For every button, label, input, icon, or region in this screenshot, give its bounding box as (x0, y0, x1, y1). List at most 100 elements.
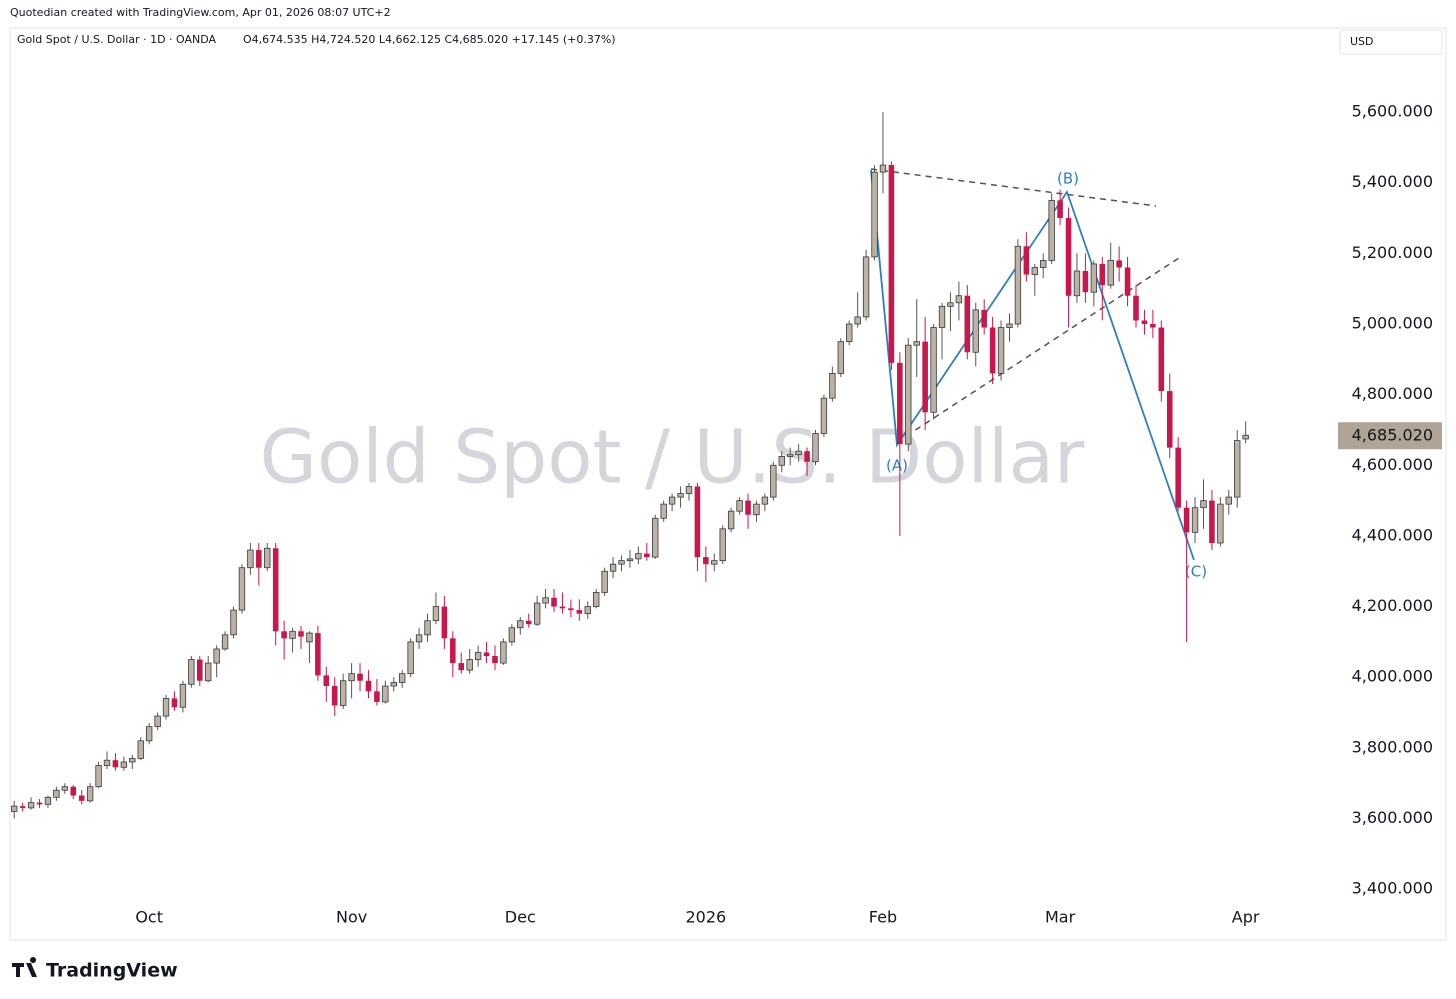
logo-icon (12, 957, 37, 977)
y-tick-label: 4,000.000 (1352, 667, 1433, 686)
candle-body (525, 620, 532, 625)
candle-body (1124, 267, 1131, 296)
candle-body (820, 397, 828, 434)
candle-body (450, 638, 456, 664)
candle-body (753, 503, 760, 516)
candle-body (862, 256, 870, 318)
wave-label: (C) (1185, 563, 1207, 581)
chart-frame (9, 27, 1447, 941)
y-tick-label: 3,400.000 (1352, 879, 1433, 898)
y-tick-label: 3,800.000 (1352, 737, 1433, 756)
candle-body (256, 550, 262, 568)
candle-body (1175, 447, 1181, 508)
candle-body (272, 548, 279, 632)
candle-body (474, 652, 482, 660)
candle-body (770, 464, 777, 498)
candle-body (357, 673, 363, 681)
candle-body (652, 517, 659, 558)
y-tick-label: 5,600.000 (1352, 102, 1433, 121)
candle-body (53, 789, 60, 798)
candle-body (1006, 323, 1013, 328)
candle-body (609, 563, 617, 572)
candle-body (1133, 295, 1139, 321)
candle-body (1166, 391, 1173, 448)
candle-body (804, 451, 810, 462)
ohlc-text: O4,674.535 H4,724.520 L4,662.125 C4,685.… (243, 33, 616, 46)
x-tick-label: 2026 (685, 908, 726, 927)
candle-body (432, 606, 440, 622)
candle-body (120, 761, 128, 768)
candle-body (19, 806, 26, 808)
candle-body (129, 758, 136, 763)
candle-body (213, 648, 220, 664)
candle-body (264, 547, 271, 569)
candle-body (778, 456, 785, 466)
candle-body (162, 698, 170, 717)
candle-body (618, 560, 625, 565)
candle-body (1217, 503, 1224, 544)
candle-body (745, 500, 751, 515)
candle-body (230, 609, 237, 636)
x-tick-label: Nov (336, 908, 367, 927)
brand-logo: TradingView (12, 957, 178, 982)
candle-body (829, 373, 836, 399)
candle-body (27, 802, 35, 809)
candle-body (1014, 245, 1022, 325)
candle-body (289, 630, 296, 639)
candle-body (812, 433, 819, 463)
candle-body (500, 641, 507, 664)
currency[interactable]: USD (1350, 35, 1374, 48)
candle-body (1209, 500, 1215, 543)
candle-body (399, 673, 406, 683)
brand: TradingView (46, 960, 178, 982)
candle-body (179, 683, 187, 708)
candle-body (981, 309, 987, 328)
candle-body (1031, 267, 1038, 275)
candle-body (703, 557, 709, 565)
x-tick-label: Apr (1232, 908, 1260, 927)
candle-body (727, 510, 735, 530)
wave-label: (A) (886, 457, 908, 475)
currency-box[interactable] (1339, 29, 1443, 55)
candle-body (1183, 507, 1190, 533)
candle-body (1065, 218, 1072, 296)
candle-body (711, 560, 718, 565)
candle-body (492, 656, 498, 664)
candle-body (44, 796, 52, 805)
candle-body (955, 295, 963, 304)
candle-body (1048, 199, 1055, 261)
candle-body (36, 802, 43, 805)
candle-body (483, 652, 490, 657)
candle-body (879, 164, 887, 173)
candle-body (694, 486, 701, 558)
last-price-box (1338, 422, 1442, 450)
candle-body (103, 759, 111, 766)
candle-body (854, 316, 861, 325)
candle-body (315, 633, 321, 676)
candle-body (601, 570, 608, 593)
candle-body (517, 620, 524, 629)
candle-body (846, 323, 853, 343)
candle-body (508, 627, 516, 643)
candle-body (323, 675, 330, 687)
candle-body (1107, 260, 1114, 286)
candle-body (1234, 440, 1241, 498)
candle-body (424, 620, 431, 636)
candle-body (533, 602, 541, 625)
candle-body (61, 786, 69, 791)
candle-body (298, 631, 304, 637)
candle-body (112, 760, 119, 768)
candle-body (466, 659, 473, 671)
watermark: Gold Spot / U.S. Dollar (260, 415, 1085, 501)
candle-body (559, 606, 566, 609)
candle-body (415, 634, 423, 643)
candle-body (593, 592, 600, 607)
wave-label: (B) (1057, 170, 1079, 188)
y-tick-label: 4,800.000 (1352, 384, 1433, 403)
candle-body (458, 663, 465, 671)
candle-body (1023, 246, 1030, 275)
candle-body (221, 634, 229, 650)
candle-body (407, 641, 414, 675)
